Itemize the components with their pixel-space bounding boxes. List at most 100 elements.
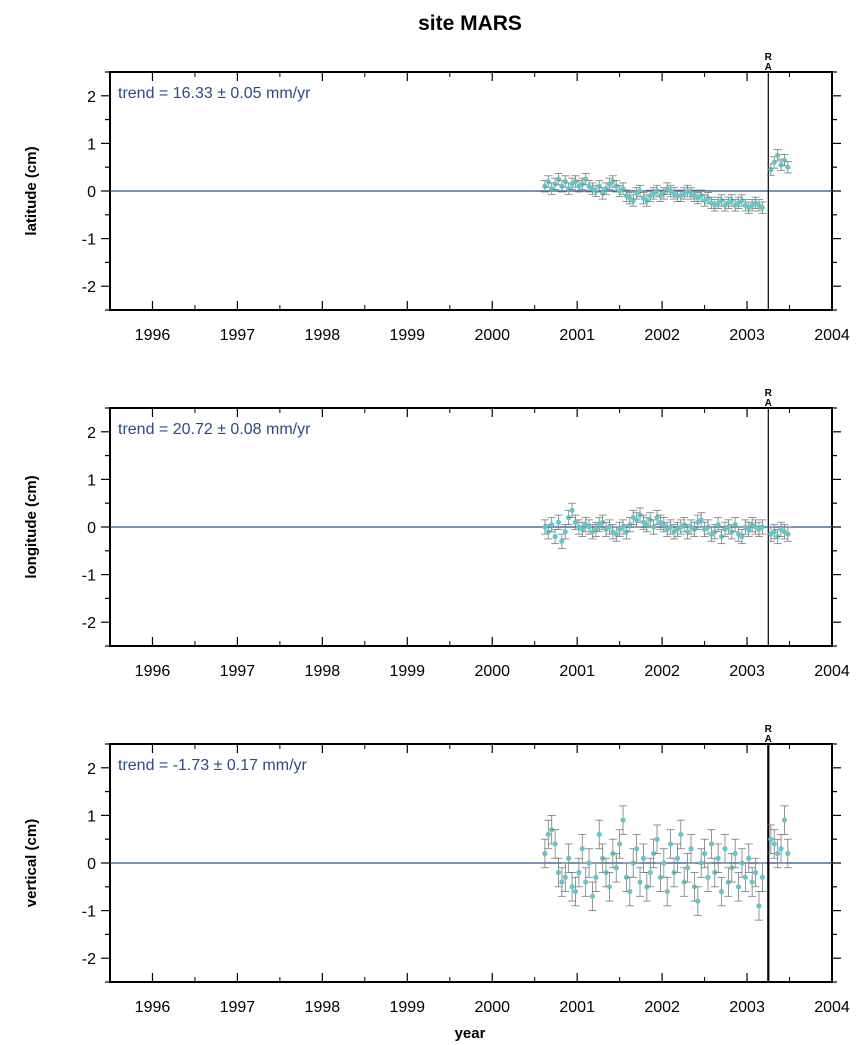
point-marker xyxy=(562,529,568,535)
data-point xyxy=(780,805,789,835)
data-point xyxy=(770,829,779,859)
point-marker xyxy=(569,507,575,513)
point-marker xyxy=(725,524,731,530)
data-point xyxy=(554,514,563,530)
x-tick-label: 1998 xyxy=(305,327,341,344)
point-marker xyxy=(620,524,626,530)
data-point xyxy=(783,161,792,174)
panels: 1996 1997 1998 1999 2000 2001 2002 2003 2004210-… xyxy=(23,52,850,1016)
point-marker xyxy=(579,846,585,852)
point-marker xyxy=(778,162,784,168)
point-marker xyxy=(746,855,752,861)
point-marker xyxy=(569,884,575,890)
point-marker xyxy=(586,524,592,530)
point-marker xyxy=(771,529,777,535)
point-marker xyxy=(785,164,791,170)
trend-annotation: trend = -1.73 ± 0.17 mm/yr xyxy=(118,757,308,774)
data-point xyxy=(741,862,750,892)
data-point xyxy=(632,834,641,864)
point-marker xyxy=(778,846,784,852)
x-tick-label: 2002 xyxy=(644,663,680,680)
y-tick-label: -2 xyxy=(82,951,96,968)
point-marker xyxy=(559,879,565,885)
point-marker xyxy=(555,519,562,525)
point-marker xyxy=(661,190,667,196)
point-marker xyxy=(637,879,643,885)
point-marker xyxy=(572,519,579,525)
data-point xyxy=(773,149,782,162)
data-point xyxy=(666,519,675,535)
x-tick-label: 1996 xyxy=(135,999,171,1016)
x-axis-label: year xyxy=(455,1025,486,1042)
point-marker xyxy=(545,831,551,838)
point-marker xyxy=(668,841,674,847)
data-point xyxy=(717,876,726,907)
point-marker xyxy=(603,186,609,192)
data-point xyxy=(720,834,729,864)
point-marker xyxy=(688,846,694,852)
point-marker xyxy=(586,860,592,866)
data-point xyxy=(571,514,580,530)
y-tick-label: 2 xyxy=(87,425,96,442)
point-marker xyxy=(549,186,555,192)
point-marker xyxy=(664,888,670,895)
point-marker xyxy=(661,860,667,866)
panel-2: 1996 1997 1998 1999 2000 2001 2002 2003 2004 2 1 0 -… xyxy=(23,388,850,680)
point-marker xyxy=(695,898,701,904)
data-point xyxy=(683,853,692,883)
point-marker xyxy=(698,517,704,523)
x-tick-label: 2004 xyxy=(814,999,850,1016)
point-marker xyxy=(593,188,599,194)
point-marker xyxy=(552,533,558,540)
data-point xyxy=(578,834,587,864)
point-marker xyxy=(549,522,555,528)
point-marker xyxy=(589,893,596,899)
event-label-r: R xyxy=(765,724,773,735)
point-marker xyxy=(678,831,684,838)
point-marker xyxy=(739,197,745,204)
x-tick-label: 2000 xyxy=(474,999,510,1016)
point-marker xyxy=(771,841,777,847)
y-axis-label: longitude (cm) xyxy=(23,475,40,578)
event-label-a: A xyxy=(765,62,772,73)
x-tick-label: 2002 xyxy=(644,999,680,1016)
point-marker xyxy=(759,874,765,880)
data-point xyxy=(642,517,651,533)
event-label-r: R xyxy=(765,52,773,63)
point-marker xyxy=(613,865,619,871)
point-marker xyxy=(708,841,714,847)
data-point xyxy=(693,886,702,916)
point-marker xyxy=(617,841,623,847)
data-point xyxy=(554,857,563,888)
data-point xyxy=(754,891,763,921)
x-tick-label: 2001 xyxy=(559,327,595,344)
x-tick-label: 2002 xyxy=(644,327,680,344)
point-marker xyxy=(742,874,748,880)
point-marker xyxy=(775,152,781,158)
y-axis-label: latitude (cm) xyxy=(23,146,40,235)
x-tick-label: 2004 xyxy=(814,327,850,344)
data-point xyxy=(568,502,577,518)
data-point xyxy=(703,862,712,892)
data-point xyxy=(595,819,604,850)
point-marker xyxy=(566,186,572,192)
y-tick-label: -1 xyxy=(82,904,96,921)
data-point xyxy=(777,834,786,864)
data-point xyxy=(547,517,556,533)
data-point xyxy=(568,177,577,190)
data-point xyxy=(602,182,611,195)
point-marker xyxy=(593,874,599,880)
point-marker xyxy=(596,831,602,838)
trend-annotation: trend = 20.72 ± 0.08 mm/yr xyxy=(118,421,311,438)
x-tick-label: 1999 xyxy=(389,999,425,1016)
data-point xyxy=(670,187,679,200)
point-marker xyxy=(644,522,650,528)
data-point xyxy=(758,519,767,535)
point-marker xyxy=(775,850,781,857)
event-label-r: R xyxy=(765,388,773,399)
point-marker xyxy=(627,888,633,895)
data-point xyxy=(707,196,716,210)
point-marker xyxy=(674,855,681,861)
